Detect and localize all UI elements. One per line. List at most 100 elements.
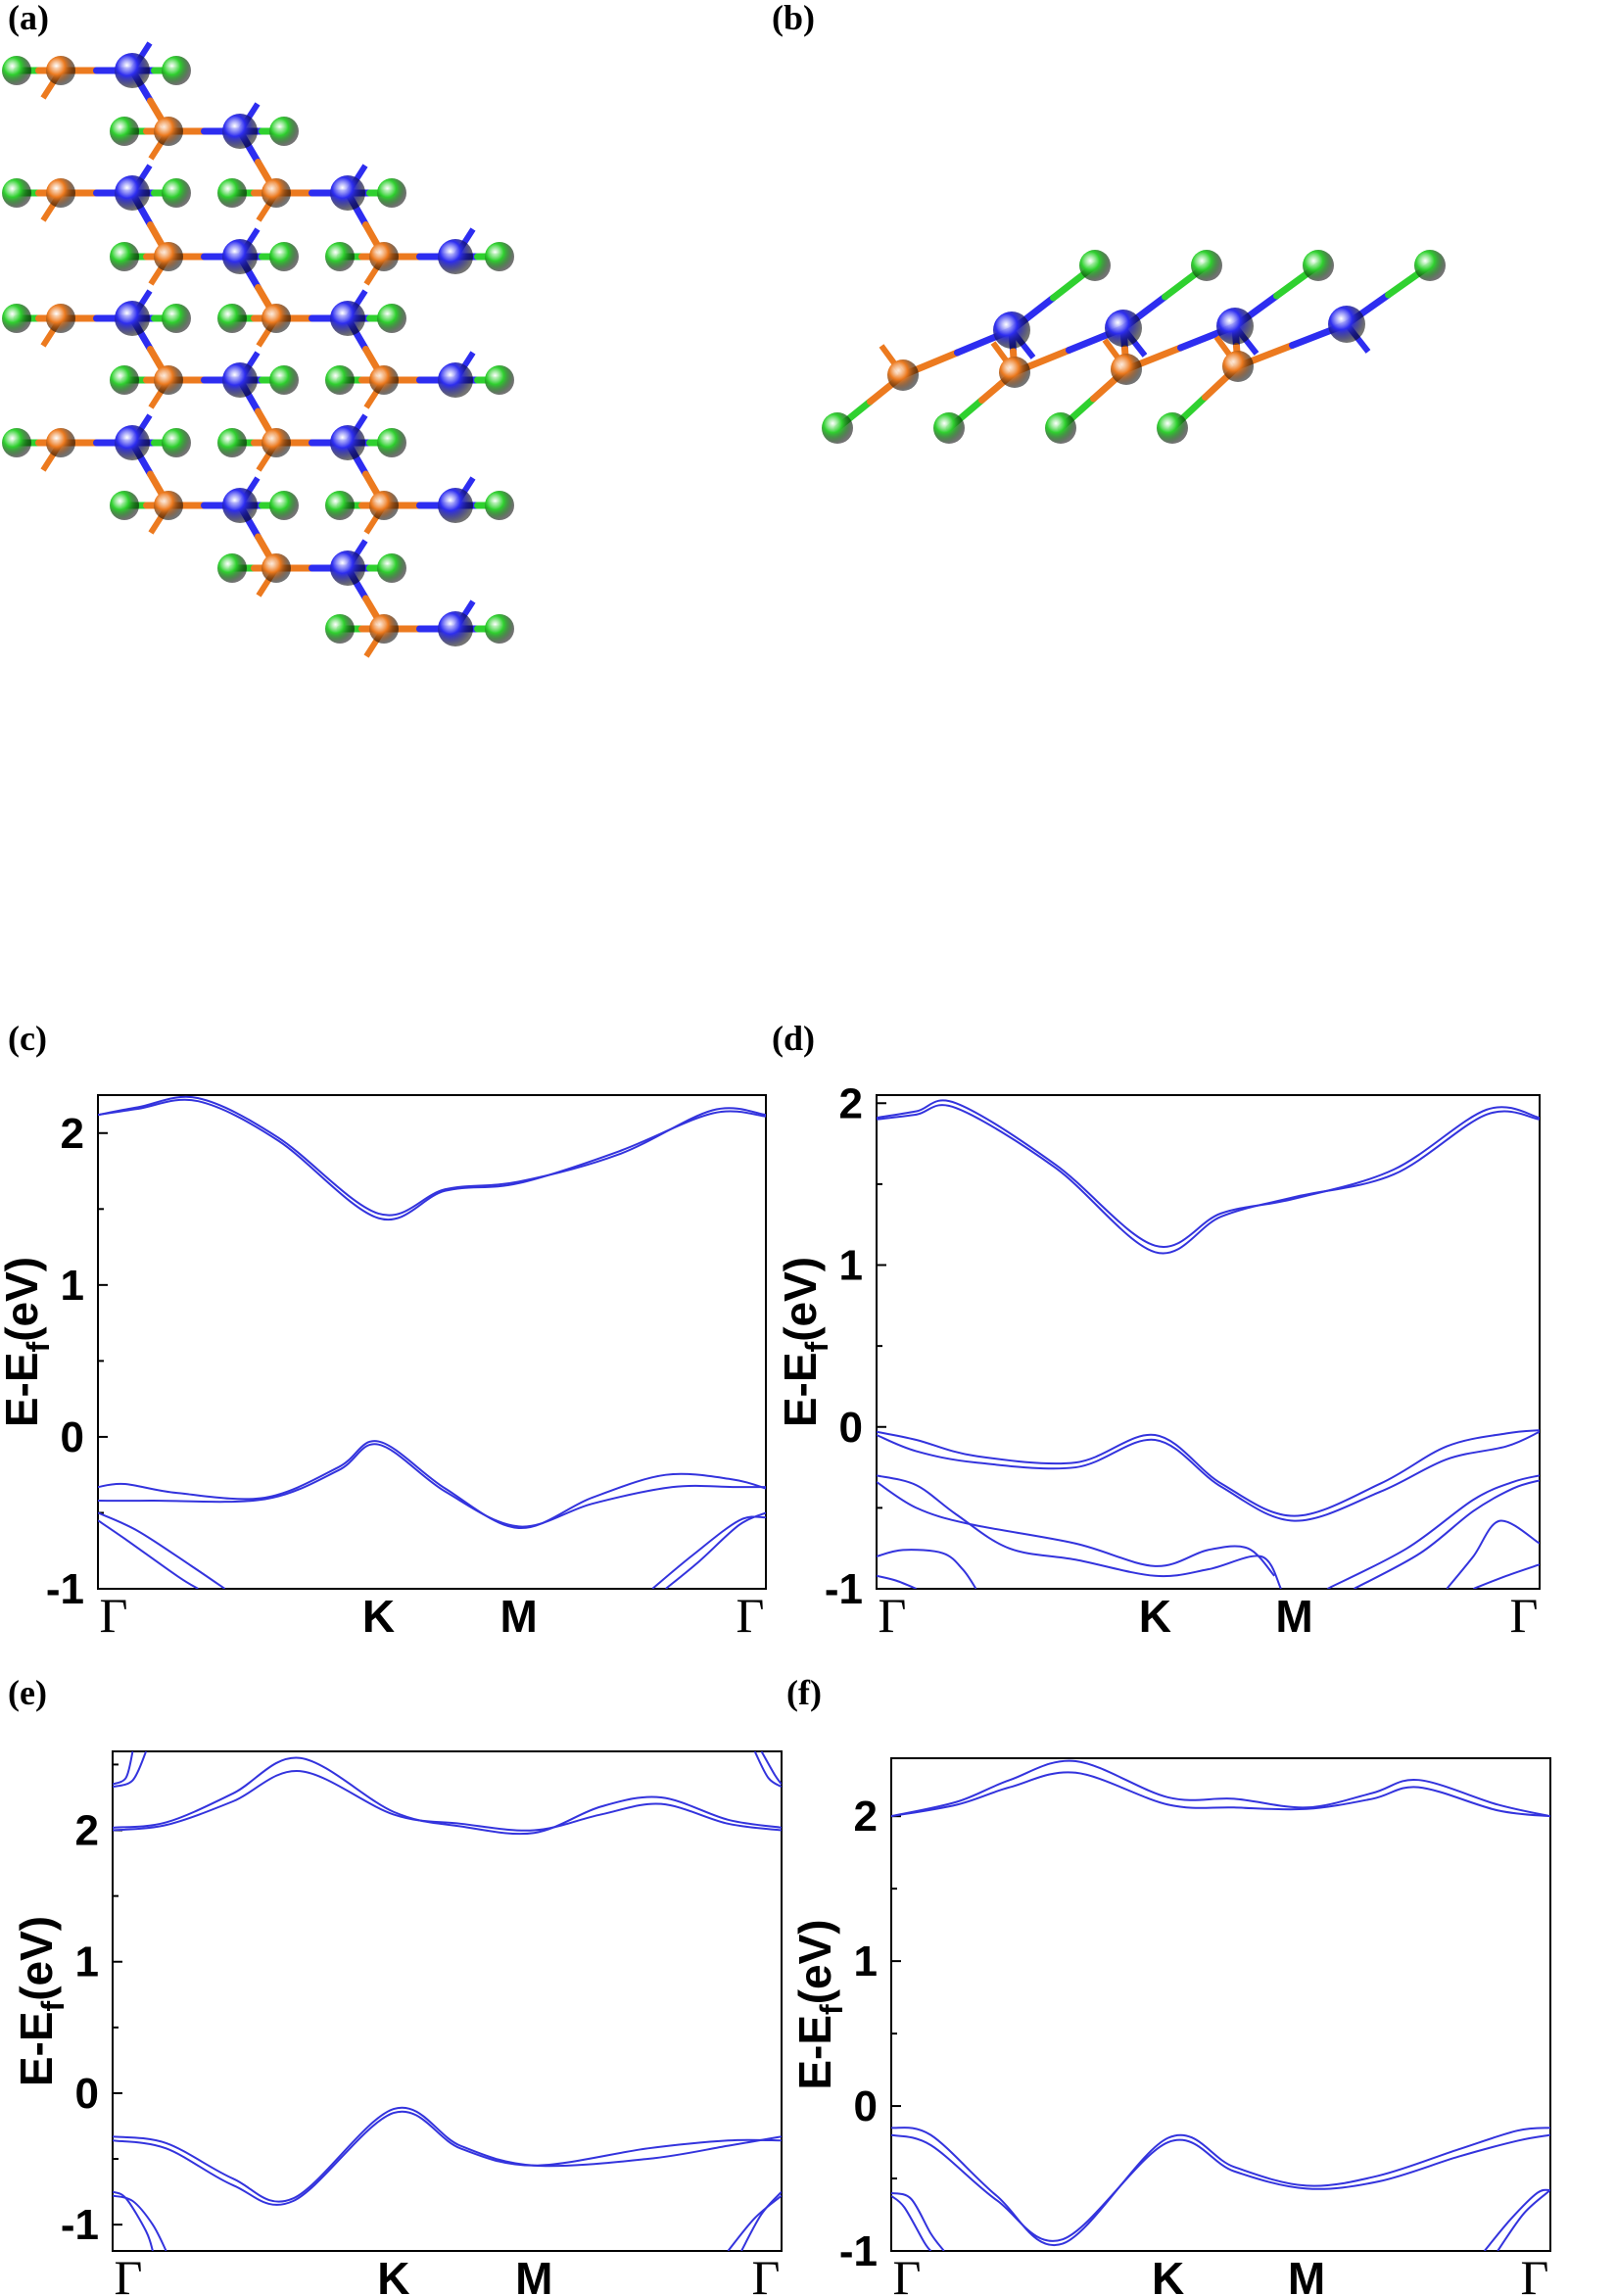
- y-tick-label: 1: [61, 1262, 84, 1310]
- atom-green: [2, 178, 31, 208]
- atom-blue: [330, 301, 365, 336]
- atom-green: [1414, 250, 1446, 281]
- atom-orange: [261, 428, 291, 457]
- band-line: [727, 2194, 782, 2251]
- atom-blue: [330, 175, 365, 211]
- y-tick-label: 0: [854, 2082, 878, 2130]
- k-point-label: M: [1275, 1591, 1312, 1642]
- atom-green: [162, 304, 191, 333]
- atom-orange: [261, 553, 291, 583]
- band-line: [753, 1751, 782, 1789]
- atom-orange: [46, 56, 75, 85]
- atom-orange: [261, 178, 291, 208]
- k-point-label: K: [377, 2253, 409, 2296]
- atom-green: [377, 178, 406, 208]
- atom-green: [269, 242, 299, 271]
- band-line: [113, 2106, 782, 2203]
- y-axis-label: E-Ef(eV): [11, 1916, 71, 2086]
- y-tick-label: 2: [839, 1079, 863, 1127]
- atom-orange: [261, 304, 291, 333]
- panel-label-e: (e): [8, 1673, 47, 1712]
- band-line: [891, 1771, 1550, 1818]
- atom-green: [217, 304, 247, 333]
- atom-blue: [1216, 308, 1254, 345]
- atom-blue: [1105, 310, 1142, 347]
- band-line: [877, 1574, 917, 1589]
- band-line: [651, 1515, 766, 1589]
- band-line: [98, 1519, 199, 1589]
- band-line: [877, 1481, 1275, 1577]
- k-point-label: Γ: [893, 2250, 922, 2296]
- atom-green: [162, 56, 191, 85]
- atom-orange: [369, 491, 399, 520]
- atom-green: [933, 412, 965, 444]
- atom-blue: [115, 175, 150, 211]
- band-line: [891, 2191, 945, 2251]
- atom-orange: [154, 117, 183, 146]
- atom-green: [110, 491, 139, 520]
- band-line: [98, 1511, 226, 1589]
- y-tick-label: 0: [75, 2070, 99, 2118]
- atom-orange: [999, 357, 1030, 388]
- atom-green: [377, 553, 406, 583]
- atom-green: [217, 178, 247, 208]
- atom-blue: [438, 488, 473, 523]
- k-point-label: K: [1152, 2253, 1184, 2296]
- atom-green: [1191, 250, 1222, 281]
- atom-green: [485, 365, 514, 395]
- band-chart-f: 2 1 0 -1 Γ K M Γ E-Ef(eV): [789, 1757, 1551, 2296]
- k-point-label: M: [515, 2253, 552, 2296]
- band-line: [1483, 2188, 1550, 2251]
- atom-green: [822, 412, 853, 444]
- band-line: [1353, 1479, 1540, 1589]
- band-line: [113, 1756, 782, 1836]
- atom-green: [269, 117, 299, 146]
- atom-blue: [330, 425, 365, 460]
- band-line: [98, 1098, 766, 1221]
- atom-blue: [222, 362, 258, 398]
- plot-frame: [876, 1094, 1541, 1590]
- atom-green: [217, 553, 247, 583]
- atom-green: [485, 242, 514, 271]
- atom-green: [110, 117, 139, 146]
- atom-orange: [46, 178, 75, 208]
- y-tick-label: 2: [61, 1110, 84, 1158]
- atom-green: [325, 242, 355, 271]
- atom-blue: [222, 488, 258, 523]
- atom-green: [325, 491, 355, 520]
- atom-orange: [154, 365, 183, 395]
- plot-frame: [112, 1750, 783, 2252]
- structure-top-view: [2, 41, 514, 658]
- y-tick-label: 1: [839, 1242, 863, 1290]
- plot-frame: [97, 1094, 767, 1590]
- k-point-label: M: [499, 1591, 537, 1642]
- plot-frame: [890, 1757, 1551, 2252]
- y-tick-label: -1: [839, 2227, 878, 2275]
- atom-green: [2, 428, 31, 457]
- atom-green: [269, 491, 299, 520]
- band-line: [665, 1511, 766, 1589]
- band-chart-e: 2 1 0 -1 Γ K M Γ E-Ef(eV): [11, 1750, 783, 2296]
- band-line: [113, 2194, 167, 2251]
- atom-green: [325, 614, 355, 644]
- atom-orange: [887, 359, 919, 391]
- atom-blue: [222, 239, 258, 274]
- y-axis-label: E-Ef(eV): [789, 1919, 849, 2089]
- band-line: [113, 1770, 782, 1832]
- k-point-label: Γ: [879, 1588, 907, 1643]
- band-line: [1472, 1563, 1540, 1589]
- band-line: [740, 2190, 782, 2251]
- atom-green: [110, 242, 139, 271]
- atom-blue: [438, 611, 473, 646]
- atom-green: [1157, 412, 1188, 444]
- y-tick-label: 1: [75, 1938, 99, 1986]
- y-tick-label: 2: [854, 1793, 878, 1841]
- atom-orange: [154, 491, 183, 520]
- band-line: [113, 2110, 782, 2206]
- k-point-label: M: [1288, 2253, 1325, 2296]
- band-line: [877, 1104, 1540, 1255]
- atom-blue: [1328, 306, 1365, 343]
- atom-orange: [46, 428, 75, 457]
- atom-green: [269, 365, 299, 395]
- y-axis-label: E-Ef(eV): [0, 1257, 56, 1427]
